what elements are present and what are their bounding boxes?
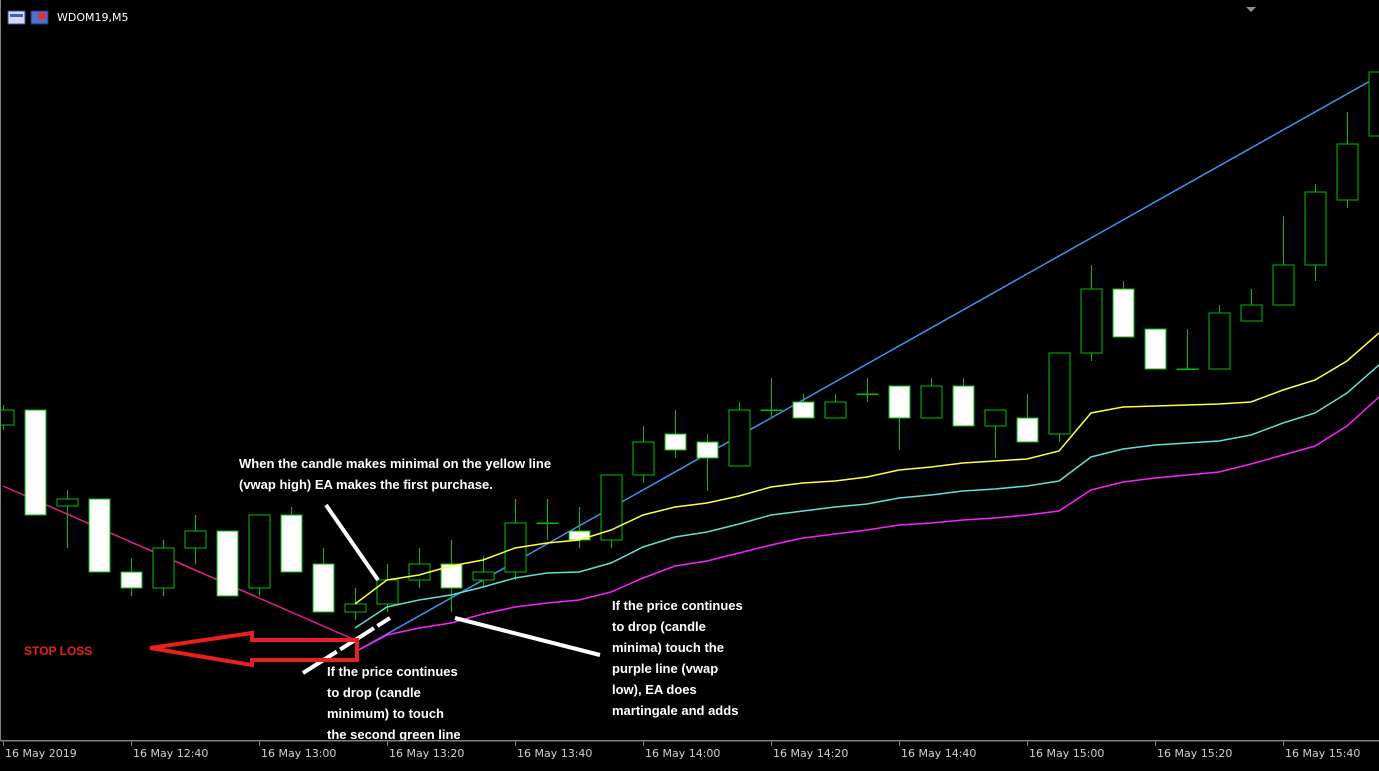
candle-body	[344, 603, 367, 613]
candle-body	[1272, 264, 1295, 306]
candle-body	[1048, 352, 1071, 435]
candle-body	[632, 441, 655, 476]
annotations: When the candle makes minimal on the yel…	[24, 456, 743, 742]
x-tick-label: 16 May 15:20	[1157, 747, 1232, 760]
candle-body	[1112, 288, 1135, 338]
candle-body	[920, 385, 943, 419]
candle-body	[824, 401, 847, 419]
annotation-arrows	[149, 503, 601, 675]
x-tick-label: 16 May 2019	[5, 747, 77, 760]
annotation: martingale and adds	[612, 703, 738, 718]
candle-body	[984, 409, 1007, 427]
candle-body	[600, 474, 623, 541]
candle-body	[536, 522, 559, 524]
annotation: minimum) to touch	[327, 706, 444, 721]
annotation: low), EA does	[612, 682, 697, 697]
window-icons	[7, 10, 49, 25]
candle-body	[24, 409, 47, 516]
candle-body	[568, 530, 591, 541]
annotation: purple line (vwap	[612, 661, 718, 676]
candle-body	[696, 441, 719, 459]
candle-body	[1144, 328, 1167, 370]
x-tick-label: 16 May 13:40	[517, 747, 592, 760]
candle-body	[0, 409, 15, 426]
candle-body	[280, 514, 303, 573]
annotation: If the price continues	[612, 598, 743, 613]
annotation: to drop (candle	[612, 619, 706, 634]
candle-body	[1368, 71, 1379, 137]
candle-body	[152, 547, 175, 589]
plot-area	[0, 71, 1379, 653]
candle-body	[888, 385, 911, 419]
x-tick-label: 16 May 15:40	[1285, 747, 1360, 760]
scroll-marker	[1246, 7, 1256, 12]
x-tick-label: 16 May 12:40	[133, 747, 208, 760]
candle-body	[376, 579, 399, 605]
annotation: When the candle makes minimal on the yel…	[239, 456, 551, 471]
annotation: (vwap high) EA makes the first purchase.	[239, 477, 493, 492]
candle-body	[1336, 143, 1359, 201]
candle-body	[56, 498, 79, 507]
annotation: to drop (candle	[327, 685, 421, 700]
candle-body	[1080, 288, 1103, 354]
vwap-line	[354, 364, 1379, 629]
x-tick-label: 16 May 14:40	[901, 747, 976, 760]
x-tick-label: 16 May 14:20	[773, 747, 848, 760]
stop-loss-label: STOP LOSS	[24, 644, 92, 658]
x-tick-label: 16 May 15:00	[1029, 747, 1104, 760]
trend-line	[2, 485, 356, 641]
candle-body	[856, 393, 879, 395]
x-tick-label: 16 May 13:00	[261, 747, 336, 760]
vwap-line	[354, 332, 1379, 605]
axis-strip	[0, 741, 1379, 771]
candle-body	[792, 401, 815, 419]
annotation: If the price continues	[327, 664, 458, 679]
chart-title: WDOM19,M5	[57, 11, 128, 24]
x-tick-label: 16 May 13:20	[389, 747, 464, 760]
candle-body	[216, 530, 239, 597]
candle-body	[472, 571, 495, 581]
candle-body	[1016, 417, 1039, 443]
candle-body	[88, 498, 111, 573]
x-axis: 16 May 2019 16 May 12:40 16 May 13:00 16 Ma…	[3, 741, 1360, 760]
candle-body	[1240, 304, 1263, 322]
annotation: the second green line	[327, 727, 461, 742]
candle-body	[312, 563, 335, 613]
candle-body	[728, 409, 751, 467]
candle-body	[664, 433, 687, 451]
candle-body	[184, 530, 207, 549]
candle-body	[1208, 312, 1231, 370]
candle-body	[1304, 191, 1327, 266]
candle-body	[952, 385, 975, 427]
vwap-line	[354, 396, 1379, 653]
candle-body	[120, 571, 143, 589]
candle-body	[408, 563, 431, 581]
x-tick-label: 16 May 14:00	[645, 747, 720, 760]
annotation: minima) touch the	[612, 640, 724, 655]
candle-body	[248, 514, 271, 589]
candle-body	[440, 563, 463, 589]
candle-body	[760, 409, 783, 411]
candle-body	[1176, 368, 1199, 370]
